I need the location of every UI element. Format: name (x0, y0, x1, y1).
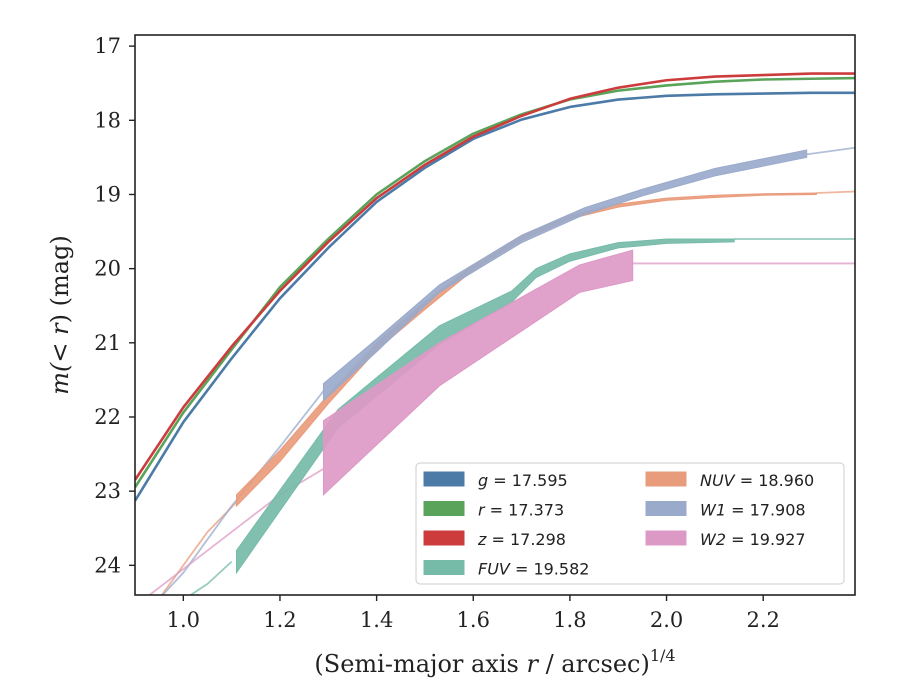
x-axis-label: (Semi-major axis r / arcsec)1/4 (314, 646, 675, 678)
y-axis-label-mid: < (46, 335, 74, 363)
series-r-line-1 (135, 76, 855, 489)
y-tick-label: 19 (94, 182, 121, 206)
series-z-line-2 (135, 72, 855, 481)
legend-label-fuv: FUV = 19.582 (478, 560, 589, 579)
y-tick-label: 23 (94, 479, 121, 503)
legend-swatch-w2 (645, 530, 687, 546)
x-tick-label: 2.0 (650, 608, 683, 632)
legend-label-w2: W2 = 19.927 (700, 530, 806, 549)
legend: g = 17.595 r = 17.373 z = 17.298 FUV = 19.5… (415, 462, 845, 585)
y-tick-label: 17 (94, 34, 121, 58)
y-tick-label: 18 (94, 108, 121, 132)
legend-swatch-r (423, 501, 465, 516)
legend-label-g: g = 17.595 (478, 471, 568, 490)
y-tick-label: 21 (94, 331, 121, 355)
legend-swatch-z (423, 530, 465, 546)
y-tick-label: 20 (94, 257, 121, 281)
y-axis-label-pre: m( (46, 362, 74, 395)
x-tick-label: 1.2 (263, 608, 296, 632)
x-axis-label-exponent: 1/4 (650, 646, 676, 665)
x-axis-label-var: r (526, 650, 539, 678)
x-tick-label: 1.0 (167, 608, 200, 632)
legend-label-r: r = 17.373 (478, 501, 564, 520)
series-g-line-0 (135, 91, 855, 502)
series-nuv-faint-6 (160, 501, 238, 595)
x-tick-label: 1.6 (457, 608, 490, 632)
legend-label-w1: W1 = 17.908 (700, 501, 806, 520)
legend-label-z: z = 17.298 (477, 530, 566, 549)
legend-swatch-g (423, 471, 465, 487)
legend-swatch-fuv (423, 560, 465, 575)
series-w1-faint-9 (161, 390, 325, 595)
y-axis-label-var: r (46, 322, 74, 335)
series-layer (135, 72, 855, 595)
y-axis-label: m(< r) (mag) (46, 235, 74, 395)
legend-swatch-nuv (645, 471, 687, 487)
axes-frame (134, 34, 856, 596)
y-tick-label: 24 (94, 553, 121, 577)
series-fuv-faint-3 (188, 560, 233, 595)
series-nuv-faint-7 (816, 190, 855, 194)
series-w2-band-14 (322, 249, 634, 497)
x-tick-label: 1.4 (360, 608, 393, 632)
legend-label-nuv: NUV = 18.960 (700, 471, 814, 490)
tick-layer: 1.0 1.2 1.4 1.6 1.8 2.0 2.2 17 18 19 20 21 22 23 24 (94, 34, 780, 632)
series-w1-band-11 (322, 149, 808, 402)
series-w1-faint-10 (806, 146, 855, 156)
y-axis-label-post: ) (mag) (46, 235, 74, 323)
x-axis-label-main: (Semi-major axis (314, 650, 526, 678)
x-axis-label-rest: / arcsec) (538, 650, 650, 678)
x-tick-label: 1.8 (553, 608, 586, 632)
y-tick-label: 22 (94, 405, 121, 429)
legend-swatch-w1 (645, 501, 687, 516)
x-tick-label: 2.2 (746, 608, 779, 632)
legend-frame (415, 462, 845, 585)
